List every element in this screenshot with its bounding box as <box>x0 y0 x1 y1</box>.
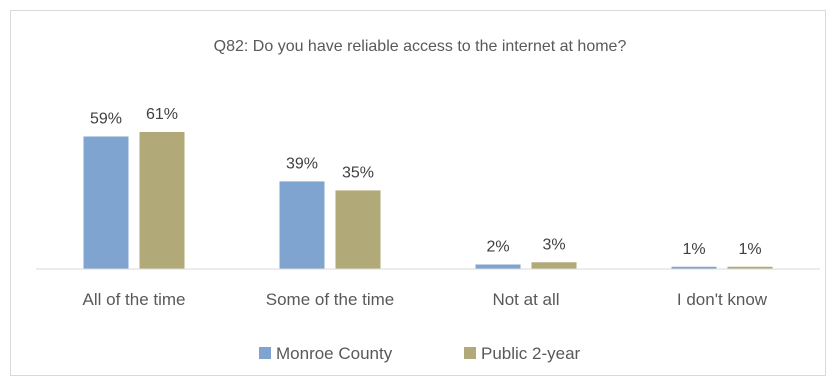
legend: Monroe County Public 2-year <box>259 344 581 363</box>
bar <box>531 262 577 269</box>
bar <box>83 136 129 269</box>
data-label: 39% <box>286 155 318 172</box>
data-label: 3% <box>542 236 565 253</box>
category-label: I don't know <box>677 290 768 309</box>
data-label: 1% <box>682 241 705 258</box>
plot-area: 59% 61% All of the time 39% 35% Some of the t… <box>36 106 820 309</box>
legend-swatch <box>259 347 271 359</box>
data-label: 2% <box>486 239 509 256</box>
bar <box>727 266 773 269</box>
bar <box>139 132 185 269</box>
bar <box>279 181 325 269</box>
bar <box>671 266 717 269</box>
bar <box>335 190 381 269</box>
data-label: 61% <box>146 106 178 123</box>
data-label: 1% <box>738 241 761 258</box>
data-label: 35% <box>342 164 374 181</box>
category-label: Not at all <box>492 290 559 309</box>
bar <box>475 264 521 269</box>
chart-title: Q82: Do you have reliable access to the … <box>214 38 627 55</box>
legend-label: Public 2-year <box>481 344 581 363</box>
legend-label: Monroe County <box>276 344 393 363</box>
category-label: All of the time <box>83 290 186 309</box>
data-label: 59% <box>90 110 122 127</box>
category-label: Some of the time <box>266 290 395 309</box>
legend-swatch <box>464 347 476 359</box>
